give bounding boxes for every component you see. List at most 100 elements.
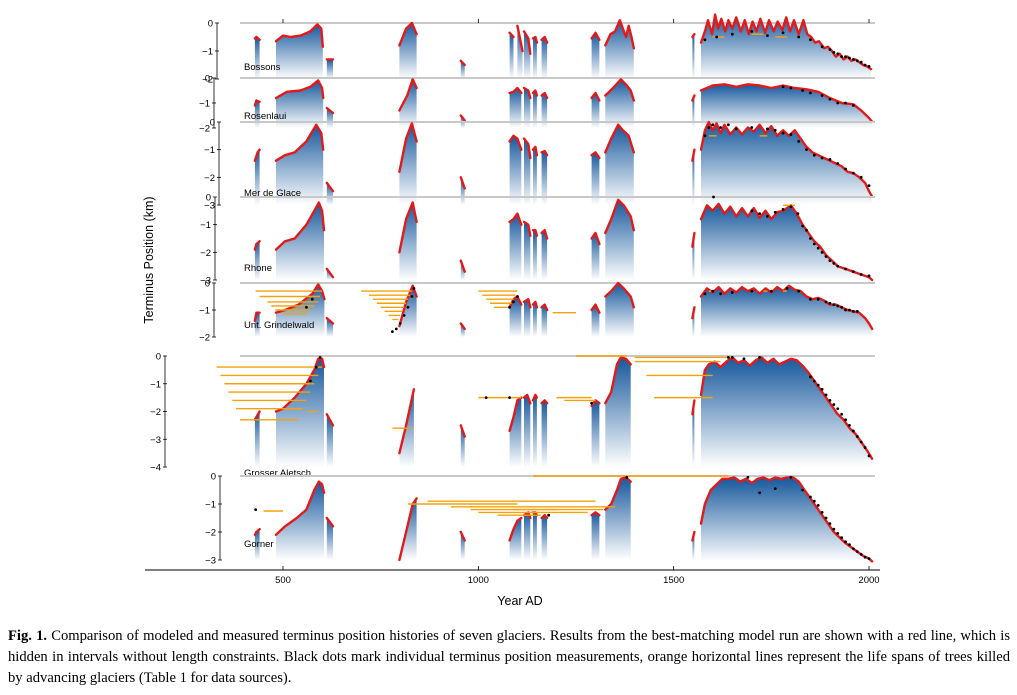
measurement-dot xyxy=(848,543,851,546)
measurement-dot xyxy=(863,446,867,449)
model-line-segment xyxy=(398,21,418,47)
measurement-dot xyxy=(758,491,762,495)
y-tick-label: −2 xyxy=(199,333,210,344)
panel-name-label: Mer de Glace xyxy=(244,188,301,199)
caption-text: Comparison of modeled and measured termi… xyxy=(8,628,1010,686)
measurement-dot xyxy=(773,487,777,490)
panel-name-label: Rhone xyxy=(244,263,272,274)
model-line-segment xyxy=(522,393,532,405)
ice-fill-segment xyxy=(524,88,531,128)
model-line-segment xyxy=(274,79,325,100)
measurement-dot xyxy=(703,292,707,296)
ice-fill-segment xyxy=(254,529,260,560)
model-line-segment xyxy=(540,514,549,520)
model-line-segment xyxy=(508,134,523,151)
model-line-segment xyxy=(531,300,539,309)
model-line-segment xyxy=(540,35,549,44)
model-line-segment xyxy=(522,298,532,309)
measurement-dot xyxy=(750,209,754,213)
model-line-segment xyxy=(691,94,696,102)
measurement-dot xyxy=(828,97,832,101)
model-line-segment xyxy=(531,35,539,44)
measurement-dot xyxy=(851,429,855,433)
measurement-dot xyxy=(820,387,824,391)
measurement-dot xyxy=(812,242,816,246)
y-tick-label: −4 xyxy=(150,463,161,474)
measurement-dot xyxy=(859,175,863,179)
model-line-segment xyxy=(691,148,696,162)
measurement-dot xyxy=(516,295,519,298)
model-line-segment xyxy=(540,149,549,157)
model-line-segment xyxy=(590,231,601,246)
ice-fill-segment xyxy=(605,283,634,337)
measurement-dot xyxy=(820,45,824,49)
measurement-dot xyxy=(836,407,840,411)
ice-fill-segment xyxy=(509,88,522,128)
ice-fill-segment xyxy=(326,414,333,467)
ice-fill-segment xyxy=(254,149,260,205)
ice-fill-segment xyxy=(591,233,600,280)
model-line-segment xyxy=(590,91,601,102)
ice-fill-segment xyxy=(541,400,548,467)
ice-fill-segment xyxy=(276,358,324,467)
ice-fill-segment xyxy=(533,301,537,337)
measurement-dot xyxy=(816,297,820,301)
panel-name-label: Gorner xyxy=(244,539,274,550)
measurement-dot xyxy=(867,557,871,560)
measurement-dot xyxy=(828,301,832,305)
measurement-dot xyxy=(836,264,840,268)
measurement-dot xyxy=(851,171,855,175)
measurement-dot xyxy=(851,309,855,313)
model-line-segment xyxy=(325,316,335,325)
measurement-dot xyxy=(715,35,719,39)
measurement-dot xyxy=(820,511,824,514)
ice-fill-segment xyxy=(591,304,600,337)
model-line-segment xyxy=(325,181,335,193)
measurement-dot xyxy=(590,401,594,405)
model-line-segment xyxy=(253,99,261,107)
measurement-dot xyxy=(836,162,840,165)
ice-fill-segment xyxy=(254,411,260,467)
x-tick-label: 1000 xyxy=(468,575,489,586)
measurement-dot xyxy=(766,127,769,131)
model-line-segment xyxy=(508,396,523,433)
ice-fill-segment xyxy=(605,79,634,128)
model-line-segment xyxy=(508,86,523,95)
panel-grosser-aletsch: Grosser Aletsch 0 −1 −2 −3 −4 xyxy=(150,352,875,479)
model-line-segment xyxy=(459,59,466,67)
measurement-dot xyxy=(844,308,847,312)
measurement-dot xyxy=(406,305,410,309)
ice-fill-segment xyxy=(276,481,324,560)
ice-fill-segment xyxy=(605,477,631,560)
measurement-dot xyxy=(730,291,734,294)
measurement-dot xyxy=(789,476,793,479)
model-line-segment xyxy=(522,137,532,160)
y-tick-label: 0 xyxy=(205,279,210,290)
measurement-dot xyxy=(314,365,318,369)
ice-fill-segment xyxy=(524,221,531,280)
ice-fill-segment xyxy=(509,213,522,280)
ice-fill-segment xyxy=(701,285,873,337)
ice-fill-segment xyxy=(399,285,417,337)
measurement-dot xyxy=(742,357,746,361)
model-line-segment xyxy=(459,530,466,542)
measurement-dot xyxy=(844,101,847,105)
model-line-segment xyxy=(540,303,549,312)
measurement-dot xyxy=(412,287,416,290)
measurement-dot xyxy=(712,195,715,199)
panel-gorner: Gorner 0 −1 −2 −3 xyxy=(205,472,875,567)
model-line-segment xyxy=(325,413,335,427)
model-line-segment xyxy=(459,176,466,190)
model-line-segment xyxy=(325,516,335,528)
measurement-dot xyxy=(801,488,804,492)
measurement-dot xyxy=(508,396,511,400)
y-axis-label: Terminus Position (km) xyxy=(142,196,156,323)
ice-fill-segment xyxy=(591,512,600,560)
figure: Bossons 0 −1 −2 Rosenlaui 0 −1 −2 Mer de Glace 0−… xyxy=(142,13,880,608)
measurement-dot xyxy=(828,399,832,402)
panel-bossons: Bossons 0 −1 −2 xyxy=(202,13,875,86)
model-line-segment xyxy=(253,311,261,322)
measurement-dot xyxy=(836,101,840,105)
measurement-dot xyxy=(816,383,820,387)
measurement-dot xyxy=(859,273,863,276)
